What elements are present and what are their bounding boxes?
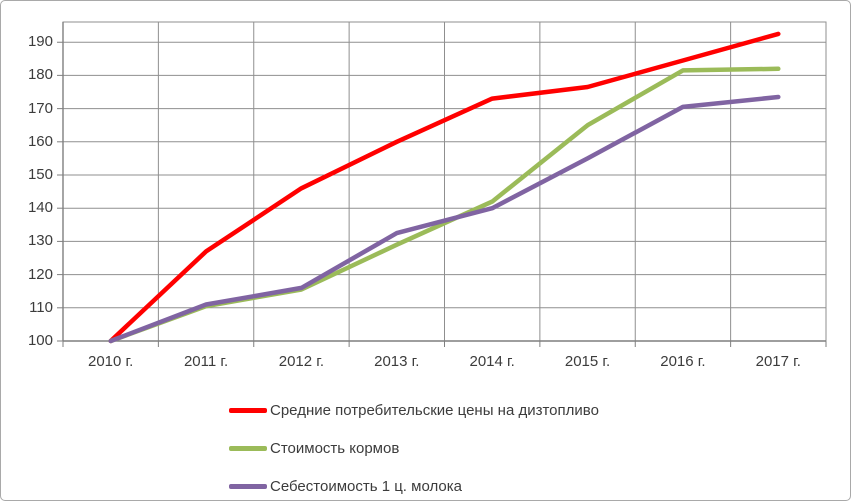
legend-label: Стоимость кормов: [270, 439, 400, 457]
y-tick-label: 100: [27, 332, 53, 349]
y-tick-label: 130: [27, 232, 53, 250]
chart-legend: Средние потребительские цены на дизтопли…: [229, 391, 599, 500]
y-tick-label: 160: [27, 132, 53, 150]
x-tick-label: 2017 г.: [755, 353, 801, 370]
x-tick-label: 2015 г.: [564, 353, 611, 370]
legend-swatch-purple-line: [229, 483, 267, 489]
x-tick-label: 2013 г.: [374, 353, 420, 370]
x-tick-label: 2012 г.: [278, 353, 325, 370]
legend-label: Средние потребительские цены на дизтопли…: [270, 401, 599, 419]
legend-swatch-red-line: [229, 407, 267, 413]
legend-swatch-green-line: [229, 445, 267, 451]
x-tick-label: 2010 г.: [88, 353, 134, 370]
legend-item: Средние потребительские цены на дизтопли…: [229, 391, 599, 429]
y-tick-label: 190: [27, 33, 53, 51]
y-tick-label: 170: [27, 99, 53, 117]
x-tick-label: 2011 г.: [183, 353, 229, 370]
y-tick-label: 140: [27, 199, 53, 217]
legend-label: Себестоимость 1 ц. молока: [270, 477, 462, 495]
legend-item: Стоимость кормов: [229, 429, 599, 467]
x-tick-label: 2014 г.: [469, 353, 515, 370]
x-tick-label: 2016 г.: [660, 353, 706, 370]
legend-item: Себестоимость 1 ц. молока: [229, 467, 599, 500]
y-tick-label: 150: [27, 166, 53, 183]
y-tick-label: 120: [27, 265, 53, 283]
y-tick-label: 110: [29, 298, 53, 316]
y-tick-label: 180: [27, 66, 53, 84]
